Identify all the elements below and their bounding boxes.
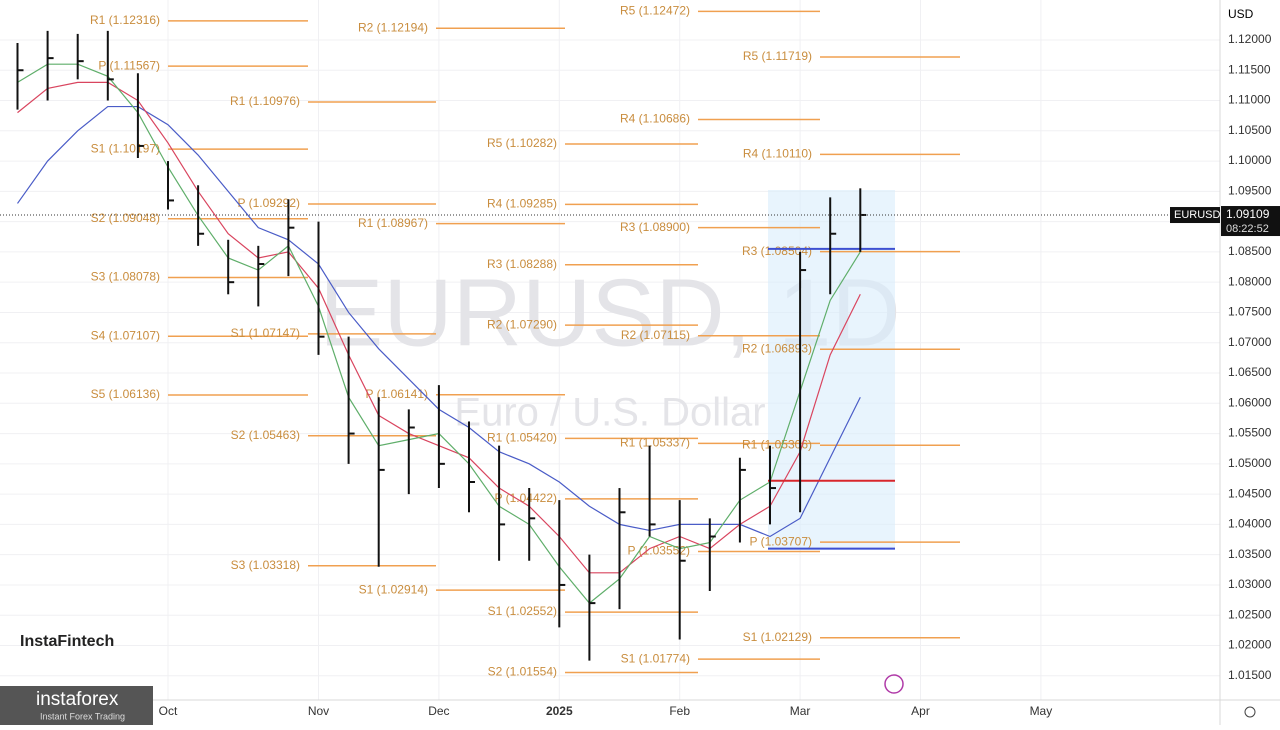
brand-tagline: Instant Forex Trading [40, 711, 125, 721]
price-tag-countdown: 08:22:52 [1226, 223, 1269, 235]
pivot-label: S1 (1.02129) [743, 630, 812, 644]
pivot-label: P (1.11567) [98, 58, 160, 72]
pivot-label: R2 (1.07115) [621, 328, 690, 342]
pivot-label: R1 (1.05420) [487, 431, 557, 445]
x-tick-label: Feb [669, 704, 690, 718]
pivot-label: S1 (1.10197) [91, 141, 160, 155]
y-tick-label: 1.03500 [1228, 547, 1272, 561]
pivot-label: R1 (1.10976) [230, 94, 300, 108]
x-tick-label: 2025 [546, 704, 573, 718]
pivot-label: S1 (1.02552) [488, 604, 557, 618]
y-tick-label: 1.08000 [1228, 274, 1272, 288]
y-tick-label: 1.01500 [1228, 668, 1272, 682]
pivot-label: R1 (1.05306) [742, 437, 812, 451]
pivot-label: S4 (1.07107) [91, 328, 160, 342]
y-tick-label: 1.04000 [1228, 517, 1272, 531]
y-tick-label: 1.05000 [1228, 456, 1272, 470]
logo: InstaFintech [20, 633, 114, 650]
watermark-subtitle: Euro / U.S. Dollar [454, 391, 765, 435]
brand-site: instaforex [36, 689, 119, 710]
y-tick-label: 1.06000 [1228, 395, 1272, 409]
y-tick-label: 1.03000 [1228, 577, 1272, 591]
y-tick-label: 1.06500 [1228, 365, 1272, 379]
y-tick-label: 1.07000 [1228, 335, 1272, 349]
y-tick-label: 1.11500 [1228, 62, 1271, 76]
pivot-label: R2 (1.07290) [487, 317, 557, 331]
price-tag [1221, 206, 1280, 237]
x-tick-label: Mar [790, 704, 811, 718]
pivot-label: S2 (1.09048) [91, 211, 160, 225]
pivot-label: S5 (1.06136) [91, 387, 160, 401]
y-tick-label: 1.12000 [1228, 32, 1272, 46]
y-tick-label: 1.02000 [1228, 638, 1272, 652]
pivot-label: S1 (1.02914) [359, 582, 428, 596]
y-tick-label: 1.11000 [1228, 93, 1271, 107]
y-tick-label: 1.10000 [1228, 153, 1272, 167]
x-tick-label: Oct [159, 704, 178, 718]
pivot-label: R2 (1.12194) [358, 20, 428, 34]
settings-icon[interactable] [1244, 706, 1256, 718]
symbol-tag [1170, 207, 1220, 224]
x-tick-label: Nov [308, 704, 329, 718]
pivot-label: P (1.09292) [238, 196, 301, 210]
pivot-label: R5 (1.12472) [620, 4, 690, 18]
pivot-label: R5 (1.10282) [487, 136, 557, 150]
plot-layer: R1 (1.12316) P (1.11567) S1 (1.10197) S2 (1… [0, 4, 1220, 679]
y-tick-label: 1.04500 [1228, 486, 1272, 500]
event-icon[interactable] [884, 674, 904, 694]
pivot-label: R1 (1.08967) [358, 216, 428, 230]
pivot-label: R2 (1.06893) [742, 341, 812, 355]
grid-layer [0, 0, 1220, 700]
y-tick-label: 1.05500 [1228, 426, 1272, 440]
volume-profile-area [768, 190, 895, 550]
pivot-label: P (1.06141) [366, 387, 429, 401]
pivot-label: R3 (1.08288) [487, 257, 557, 271]
pivot-label: R4 (1.09285) [487, 197, 557, 211]
y-tick-label: 1.09500 [1228, 184, 1272, 198]
pivot-label: S1 (1.01774) [621, 651, 690, 665]
x-tick-label: Apr [911, 704, 930, 718]
pivot-label: R3 (1.08504) [742, 244, 812, 258]
pivot-label: R5 (1.11719) [743, 49, 812, 63]
symbol-tag-text: EURUSD [1174, 209, 1221, 221]
pivot-label: S2 (1.05463) [231, 428, 300, 442]
pivot-label: S1 (1.07147) [231, 326, 300, 340]
price-tag-value: 1.09109 [1226, 207, 1270, 221]
pivot-label: R3 (1.08900) [620, 220, 690, 234]
currency: USD [1228, 7, 1254, 21]
brand-box [0, 686, 153, 725]
pivot-label: R4 (1.10686) [620, 112, 690, 126]
x-tick-label: Dec [428, 704, 449, 718]
pivot-label: R4 (1.10110) [743, 147, 812, 161]
pivot-label: S3 (1.03318) [231, 558, 300, 572]
y-tick-label: 1.08500 [1228, 244, 1272, 258]
pivot-label: R1 (1.12316) [90, 13, 160, 27]
pivot-label: S2 (1.01554) [488, 665, 557, 679]
y-tick-label: 1.07500 [1228, 305, 1272, 319]
pivot-label: R1 (1.05337) [620, 436, 690, 450]
pivot-label: S3 (1.08078) [91, 270, 160, 284]
pivot-label: P (1.04422) [495, 491, 558, 505]
y-tick-label: 1.02500 [1228, 607, 1272, 621]
pivot-label: P (1.03707) [750, 534, 813, 548]
y-tick-label: 1.10500 [1228, 123, 1272, 137]
x-tick-label: May [1030, 704, 1053, 718]
